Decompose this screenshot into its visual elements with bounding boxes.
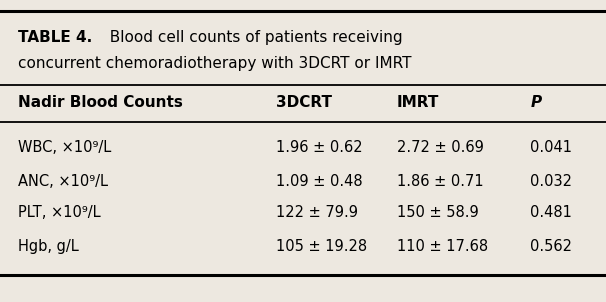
Text: 1.86 ± 0.71: 1.86 ± 0.71	[397, 174, 484, 189]
Text: 110 ± 17.68: 110 ± 17.68	[397, 239, 488, 254]
Text: 3DCRT: 3DCRT	[276, 95, 331, 110]
Text: concurrent chemoradiotherapy with 3DCRT or IMRT: concurrent chemoradiotherapy with 3DCRT …	[18, 56, 411, 71]
Text: 0.032: 0.032	[530, 174, 572, 189]
Text: 105 ± 19.28: 105 ± 19.28	[276, 239, 367, 254]
Text: TABLE 4.: TABLE 4.	[18, 30, 93, 45]
Text: 150 ± 58.9: 150 ± 58.9	[397, 205, 479, 220]
Text: Nadir Blood Counts: Nadir Blood Counts	[18, 95, 183, 110]
Text: 1.96 ± 0.62: 1.96 ± 0.62	[276, 140, 362, 156]
Text: ANC, ×10⁹/L: ANC, ×10⁹/L	[18, 174, 108, 189]
Text: 122 ± 79.9: 122 ± 79.9	[276, 205, 358, 220]
Text: WBC, ×10⁹/L: WBC, ×10⁹/L	[18, 140, 112, 156]
Text: IMRT: IMRT	[397, 95, 439, 110]
Text: 2.72 ± 0.69: 2.72 ± 0.69	[397, 140, 484, 156]
Text: PLT, ×10⁹/L: PLT, ×10⁹/L	[18, 205, 101, 220]
Text: 1.09 ± 0.48: 1.09 ± 0.48	[276, 174, 362, 189]
Text: 0.481: 0.481	[530, 205, 572, 220]
Text: Hgb, g/L: Hgb, g/L	[18, 239, 79, 254]
Text: Blood cell counts of patients receiving: Blood cell counts of patients receiving	[100, 30, 402, 45]
Text: 0.562: 0.562	[530, 239, 572, 254]
Text: P: P	[530, 95, 541, 110]
Text: 0.041: 0.041	[530, 140, 572, 156]
